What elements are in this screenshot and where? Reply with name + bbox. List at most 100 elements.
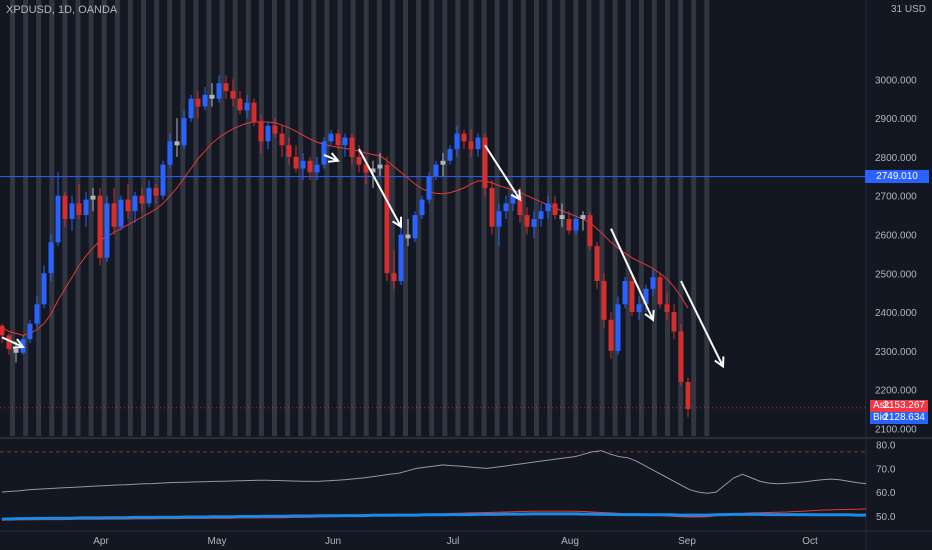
candle (328, 129, 334, 146)
candle (160, 160, 166, 200)
candle-body (615, 304, 621, 351)
candle (391, 250, 397, 289)
arrow-head (714, 356, 725, 369)
vertical-band (442, 0, 448, 436)
candle-body (370, 168, 376, 173)
candle-body (419, 199, 425, 216)
candle-body (125, 199, 131, 212)
candle-body (300, 160, 306, 169)
candle-body (55, 195, 61, 243)
candle (132, 191, 138, 223)
arrow (610, 228, 655, 322)
vertical-band (101, 0, 107, 436)
price-tick-label: 2200.000 (875, 386, 917, 397)
vertical-band (678, 0, 684, 436)
symbol-name: XPDUSD (6, 4, 52, 16)
candle-body (629, 281, 635, 312)
candle-body (335, 133, 341, 146)
candle-body (83, 199, 89, 216)
time-tick-label: Jul (447, 536, 460, 547)
candle (0, 323, 5, 344)
price-tick-label: 2900.000 (875, 114, 917, 125)
candle (111, 187, 117, 235)
candle (202, 87, 208, 111)
candle-body (251, 102, 257, 122)
candle (643, 284, 649, 313)
candle (153, 184, 159, 204)
vertical-band (114, 0, 120, 436)
separator: , (72, 4, 79, 16)
arrow-head (327, 152, 340, 163)
candle (538, 203, 544, 227)
candle-body (468, 141, 474, 150)
vertical-band (416, 0, 422, 436)
candle (216, 75, 222, 103)
horizontal-line[interactable] (0, 176, 866, 409)
candle (27, 319, 33, 344)
arrow-shaft (680, 280, 724, 367)
vertical-band (455, 0, 461, 436)
horizontal-line-label: 2749.010 (865, 170, 929, 184)
candle-body (111, 203, 117, 227)
time-tick-label: Oct (802, 536, 818, 547)
oscillator-pane (0, 450, 867, 521)
candle (678, 323, 684, 386)
arrow-head (644, 309, 655, 322)
candle (671, 304, 677, 340)
candle-body (433, 164, 439, 177)
candle-body (594, 246, 600, 281)
vertical-band (193, 0, 199, 436)
time-axis[interactable]: Apr May Jun Jul Aug Sep Oct (93, 536, 818, 547)
candle-body (202, 94, 208, 107)
candle (503, 195, 509, 219)
candle-body (517, 195, 523, 216)
candle (265, 121, 271, 150)
candle (62, 191, 68, 227)
time-tick-label: Sep (678, 536, 696, 547)
vertical-band (23, 0, 29, 436)
price-axis[interactable]: 3000.000 2900.000 2800.000 2700.000 2600.000… (875, 75, 917, 435)
osc-tick-label: 60.0 (876, 488, 896, 499)
candle-body (104, 203, 110, 258)
candle (454, 125, 460, 157)
pane-separator-bar (0, 437, 932, 439)
candle-body (622, 281, 628, 305)
candle (146, 180, 152, 208)
symbol-header[interactable]: XPDUSD, 1D, OANDA (6, 4, 117, 16)
currency-label[interactable]: 31 USD (890, 4, 926, 15)
candle (552, 195, 558, 219)
candle-body (69, 203, 75, 219)
candle-body (587, 215, 593, 247)
candle (594, 242, 600, 289)
candle-body (461, 133, 467, 142)
candle-body (580, 215, 586, 219)
candle-body (440, 160, 446, 165)
vertical-band (232, 0, 238, 436)
candle (230, 79, 236, 107)
candle (209, 83, 215, 107)
candle (34, 296, 40, 328)
oscillator-axis[interactable]: 80.0 70.0 60.0 50.0 (876, 441, 896, 523)
vertical-band (141, 0, 146, 436)
vertical-band (691, 0, 697, 436)
candle (447, 145, 453, 165)
candle (300, 153, 306, 181)
candle (559, 203, 565, 227)
candle-body (601, 281, 607, 320)
candle (342, 133, 348, 157)
vertical-band (389, 0, 395, 436)
candle-body (286, 145, 292, 157)
price-tick-label: 2500.000 (875, 269, 917, 280)
candle-body (328, 133, 334, 142)
vertical-band (481, 0, 487, 436)
time-tick-label: Jun (325, 536, 341, 547)
candle-body (559, 215, 565, 219)
vertical-band (285, 0, 291, 436)
candle-body (0, 325, 5, 336)
candle (76, 184, 82, 219)
candle-body (244, 102, 250, 111)
candle (321, 137, 327, 169)
vertical-band (350, 0, 356, 436)
candle (384, 156, 390, 282)
